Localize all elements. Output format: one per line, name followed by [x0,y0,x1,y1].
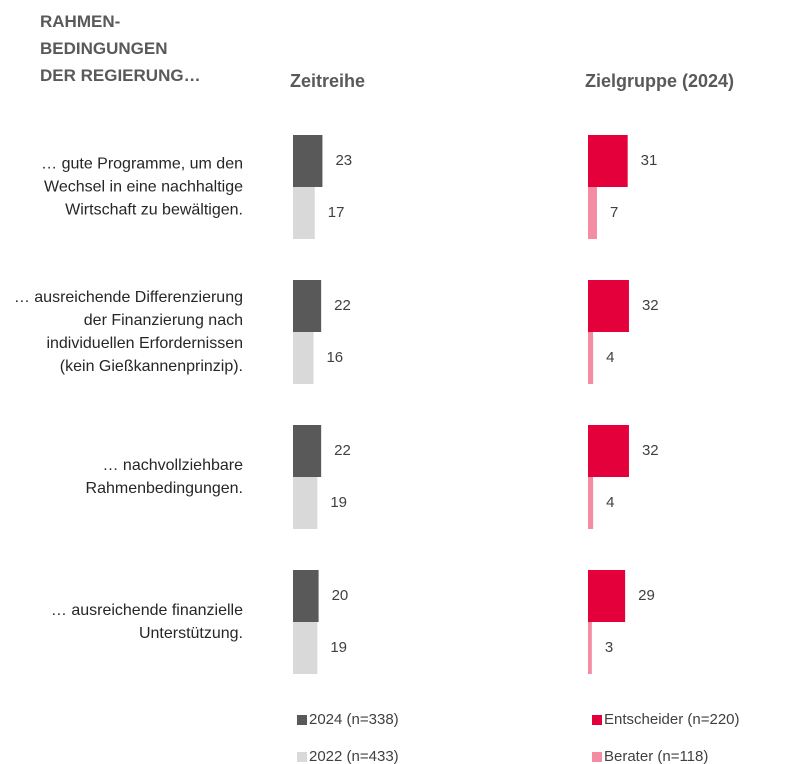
value-label: 3 [605,639,613,656]
value-label: 23 [335,152,352,169]
bar [588,622,592,674]
value-label: 19 [330,494,347,511]
legend-label: Berater (n=118) [604,748,708,764]
value-label: 17 [328,204,345,221]
bar [293,477,318,529]
bar [588,477,594,529]
bar [293,425,322,477]
bar [293,570,319,622]
panel-title: Zielgruppe (2024) [585,71,734,91]
legend-label: 2024 (n=338) [309,711,399,728]
legend-swatch [592,715,602,725]
bar [588,187,597,239]
value-label: 22 [334,297,351,314]
header: RAHMEN- BEDINGUNGEN DER REGIERUNG… [40,12,201,85]
legend-swatch [592,752,602,762]
category-label: … ausreichende finanzielle Unterstützung… [50,602,243,642]
bar [588,332,594,384]
value-label: 4 [606,349,614,366]
bar [588,425,629,477]
category-label: … nachvollziehbare Rahmenbedingungen. [85,457,243,497]
value-label: 32 [642,297,659,314]
value-label: 20 [332,587,349,604]
bar [293,622,318,674]
legend-swatch [297,715,307,725]
bar [588,570,626,622]
category-label: … ausreichende Differenzierung der Finan… [13,289,243,375]
bar [293,187,315,239]
legend-label: Entscheider (n=220) [604,711,740,728]
panel-title: Zeitreihe [290,71,365,91]
bar [588,135,628,187]
bar [293,332,314,384]
bar [293,280,322,332]
value-label: 4 [606,494,614,511]
legend-label: 2022 (n=433) [309,748,399,764]
value-label: 29 [638,587,655,604]
bar [293,135,323,187]
category-label: … gute Programme, um den Wechsel in eine… [41,155,243,219]
value-label: 16 [326,349,343,366]
legend-swatch [297,752,307,762]
value-label: 7 [610,204,618,221]
value-label: 31 [641,152,658,169]
value-label: 32 [642,442,659,459]
value-label: 22 [334,442,351,459]
value-label: 19 [330,639,347,656]
bar [588,280,629,332]
